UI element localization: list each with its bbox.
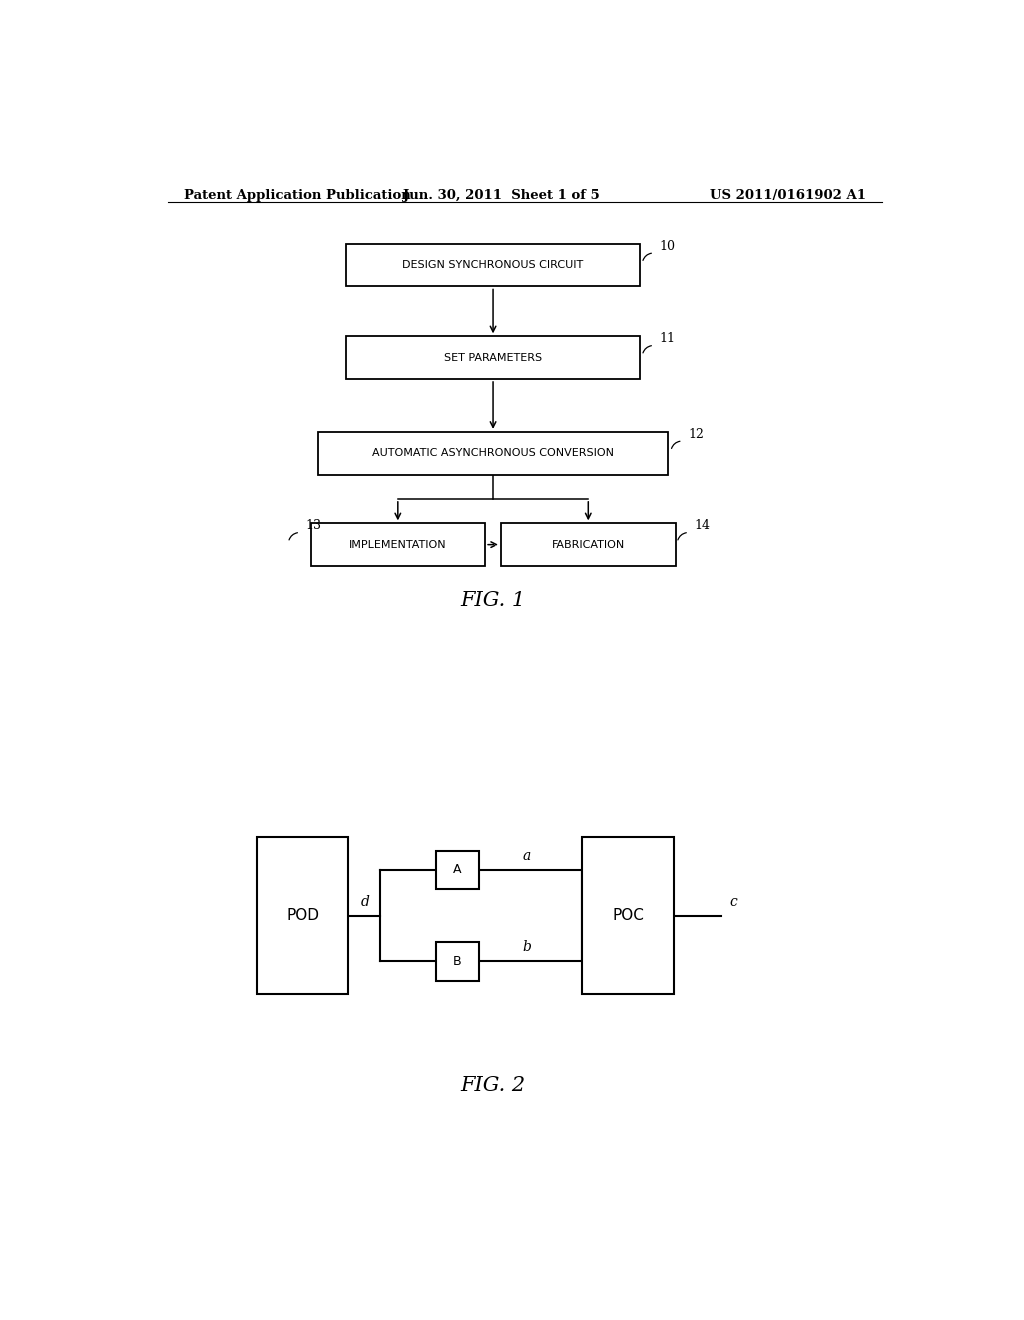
Bar [435,850,479,890]
Bar [346,337,640,379]
Text: b: b [522,940,531,954]
Bar [346,244,640,286]
Text: AUTOMATIC ASYNCHRONOUS CONVERSION: AUTOMATIC ASYNCHRONOUS CONVERSION [372,449,614,458]
Text: DESIGN SYNCHRONOUS CIRCUIT: DESIGN SYNCHRONOUS CIRCUIT [402,260,584,271]
Bar [501,523,676,566]
Text: a: a [522,849,530,863]
Text: IMPLEMENTATION: IMPLEMENTATION [349,540,446,549]
Bar [257,837,348,994]
Text: 13: 13 [306,520,322,532]
Text: US 2011/0161902 A1: US 2011/0161902 A1 [710,189,866,202]
Bar [318,432,668,474]
Text: 12: 12 [688,428,705,441]
Text: d: d [361,895,370,908]
Text: 10: 10 [659,240,676,253]
Text: POC: POC [612,908,644,923]
Bar [435,942,479,981]
Text: 14: 14 [694,520,711,532]
Text: SET PARAMETERS: SET PARAMETERS [444,352,542,363]
Text: 11: 11 [659,333,676,346]
Bar [310,523,485,566]
Text: c: c [729,895,737,908]
Text: Jun. 30, 2011  Sheet 1 of 5: Jun. 30, 2011 Sheet 1 of 5 [402,189,599,202]
Bar [583,837,674,994]
Text: A: A [453,863,462,876]
Text: FABRICATION: FABRICATION [552,540,625,549]
Text: FIG. 1: FIG. 1 [461,591,525,610]
Text: FIG. 2: FIG. 2 [461,1076,525,1094]
Text: Patent Application Publication: Patent Application Publication [183,189,411,202]
Text: B: B [453,954,462,968]
Text: POD: POD [286,908,319,923]
